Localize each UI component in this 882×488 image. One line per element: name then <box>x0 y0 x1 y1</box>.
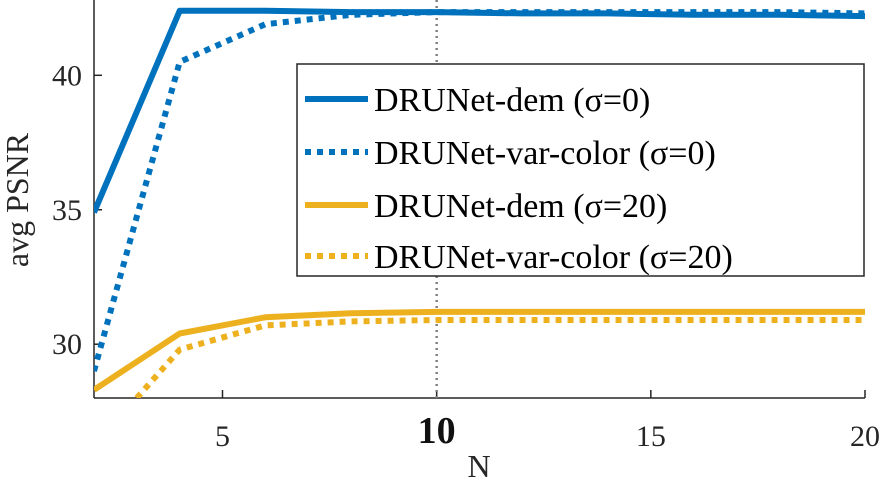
x-tick-label: 5 <box>215 420 230 453</box>
legend-label-4: DRUNet-var-color (σ=20) <box>374 239 733 276</box>
legend-box <box>296 63 865 277</box>
x-axis-label: N <box>467 448 490 484</box>
series-line-2 <box>94 9 865 372</box>
legend-label-1: DRUNet-dem (σ=0) <box>374 82 650 119</box>
series-layer <box>94 7 865 398</box>
tick-labels: 5 10 15 20 30 35 40 <box>52 59 880 453</box>
x-tick-label: 10 <box>418 410 456 452</box>
legend: DRUNet-dem (σ=0) DRUNet-var-color (σ=0) DR… <box>296 63 865 277</box>
x-tick-label: 20 <box>850 420 880 453</box>
y-tick-label: 30 <box>52 328 82 361</box>
axes <box>93 0 866 399</box>
y-tick-label: 40 <box>52 59 82 92</box>
legend-label-3: DRUNet-dem (σ=20) <box>374 188 667 225</box>
series-line-3 <box>94 308 865 393</box>
series-line-4 <box>134 317 865 398</box>
x-tick-label: 15 <box>636 420 666 453</box>
y-axis-label: avg PSNR <box>0 132 35 267</box>
legend-label-2: DRUNet-var-color (σ=0) <box>374 135 716 172</box>
y-tick-label: 35 <box>52 194 82 227</box>
